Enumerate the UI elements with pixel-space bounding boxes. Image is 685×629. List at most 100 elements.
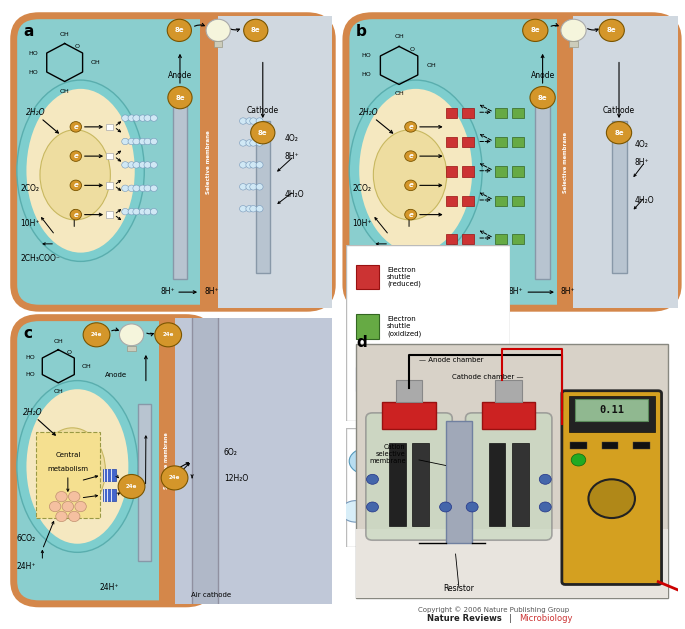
Bar: [105, 182, 113, 189]
Circle shape: [240, 162, 247, 168]
Bar: [218, 16, 332, 308]
Text: e: e: [73, 211, 78, 218]
Circle shape: [133, 185, 140, 191]
Text: 8e: 8e: [538, 94, 547, 101]
Circle shape: [240, 118, 247, 125]
Text: Cathode chamber —: Cathode chamber —: [452, 374, 524, 380]
Bar: [557, 16, 573, 308]
Circle shape: [250, 140, 257, 146]
Text: 24e: 24e: [91, 332, 102, 337]
Circle shape: [70, 121, 82, 132]
Circle shape: [119, 324, 144, 346]
Text: H₂: H₂: [392, 507, 402, 516]
Circle shape: [366, 474, 379, 484]
Text: 8e: 8e: [258, 130, 268, 136]
Text: metabolism: metabolism: [47, 466, 88, 472]
FancyBboxPatch shape: [346, 428, 510, 547]
Bar: [512, 166, 523, 177]
Text: 10H⁺: 10H⁺: [353, 220, 372, 228]
Circle shape: [55, 491, 67, 502]
Text: 24e: 24e: [169, 476, 180, 481]
Text: OH: OH: [60, 31, 70, 36]
Text: HO: HO: [362, 53, 371, 58]
Circle shape: [606, 121, 632, 144]
Bar: [138, 404, 151, 561]
Text: e: e: [408, 153, 413, 159]
Text: Anode: Anode: [530, 71, 555, 80]
Text: b: b: [356, 25, 366, 40]
Text: HO: HO: [362, 72, 371, 77]
Text: 8H⁺: 8H⁺: [509, 287, 523, 296]
Text: e: e: [408, 182, 413, 188]
Bar: [356, 265, 379, 289]
Bar: [495, 196, 507, 206]
Bar: [412, 443, 429, 526]
Circle shape: [256, 162, 263, 168]
Circle shape: [240, 140, 247, 146]
Text: OH: OH: [394, 35, 404, 40]
Text: 2H₂O: 2H₂O: [359, 108, 379, 117]
Bar: [495, 108, 507, 118]
Bar: [512, 137, 523, 147]
Circle shape: [133, 115, 140, 121]
Bar: [256, 121, 270, 273]
Text: 10H⁺: 10H⁺: [20, 220, 40, 228]
Bar: [356, 367, 379, 391]
Text: 2CO₂: 2CO₂: [20, 184, 39, 193]
Text: Resistor: Resistor: [443, 584, 474, 593]
FancyBboxPatch shape: [346, 16, 678, 308]
Ellipse shape: [27, 389, 128, 543]
Text: 24e: 24e: [126, 484, 137, 489]
Bar: [462, 137, 474, 147]
Bar: [462, 233, 474, 244]
Circle shape: [70, 180, 82, 191]
Text: Selective membrane: Selective membrane: [562, 131, 568, 192]
Text: 2H₂O: 2H₂O: [27, 108, 46, 117]
Bar: [356, 529, 668, 598]
Text: OH: OH: [53, 339, 63, 344]
Circle shape: [599, 19, 624, 42]
FancyBboxPatch shape: [14, 16, 332, 308]
Circle shape: [144, 185, 151, 191]
Bar: [495, 166, 507, 177]
Text: Air cathode: Air cathode: [191, 592, 232, 598]
Circle shape: [405, 180, 416, 191]
Bar: [495, 233, 507, 244]
Circle shape: [561, 19, 586, 42]
Circle shape: [440, 502, 451, 512]
Circle shape: [128, 162, 135, 168]
Text: 8e: 8e: [530, 27, 540, 33]
Text: 4H₂O: 4H₂O: [635, 196, 655, 205]
Text: c: c: [23, 326, 32, 341]
Bar: [569, 396, 655, 432]
Text: OH: OH: [53, 389, 63, 394]
Text: Microbiology: Microbiology: [519, 614, 573, 623]
Circle shape: [144, 208, 151, 215]
Text: HO: HO: [29, 70, 38, 74]
Circle shape: [150, 162, 158, 168]
Circle shape: [139, 185, 146, 191]
Circle shape: [256, 206, 263, 212]
FancyBboxPatch shape: [562, 391, 662, 584]
Text: Cation
selective
membrane: Cation selective membrane: [369, 445, 406, 464]
Circle shape: [139, 208, 146, 215]
Bar: [445, 137, 457, 147]
Circle shape: [240, 206, 247, 212]
FancyBboxPatch shape: [366, 413, 452, 540]
Circle shape: [49, 501, 61, 511]
Circle shape: [246, 206, 253, 212]
Circle shape: [466, 502, 478, 512]
Bar: [105, 211, 113, 218]
Bar: [214, 42, 223, 47]
Bar: [382, 402, 436, 430]
Bar: [569, 42, 578, 47]
Text: 24H⁺: 24H⁺: [17, 562, 36, 572]
Circle shape: [68, 491, 80, 502]
Text: Cathode: Cathode: [247, 106, 279, 115]
Circle shape: [539, 474, 551, 484]
Circle shape: [70, 151, 82, 162]
Circle shape: [167, 19, 191, 42]
Text: 8H⁺: 8H⁺: [560, 287, 575, 296]
Circle shape: [246, 140, 253, 146]
Text: e: e: [73, 182, 78, 188]
